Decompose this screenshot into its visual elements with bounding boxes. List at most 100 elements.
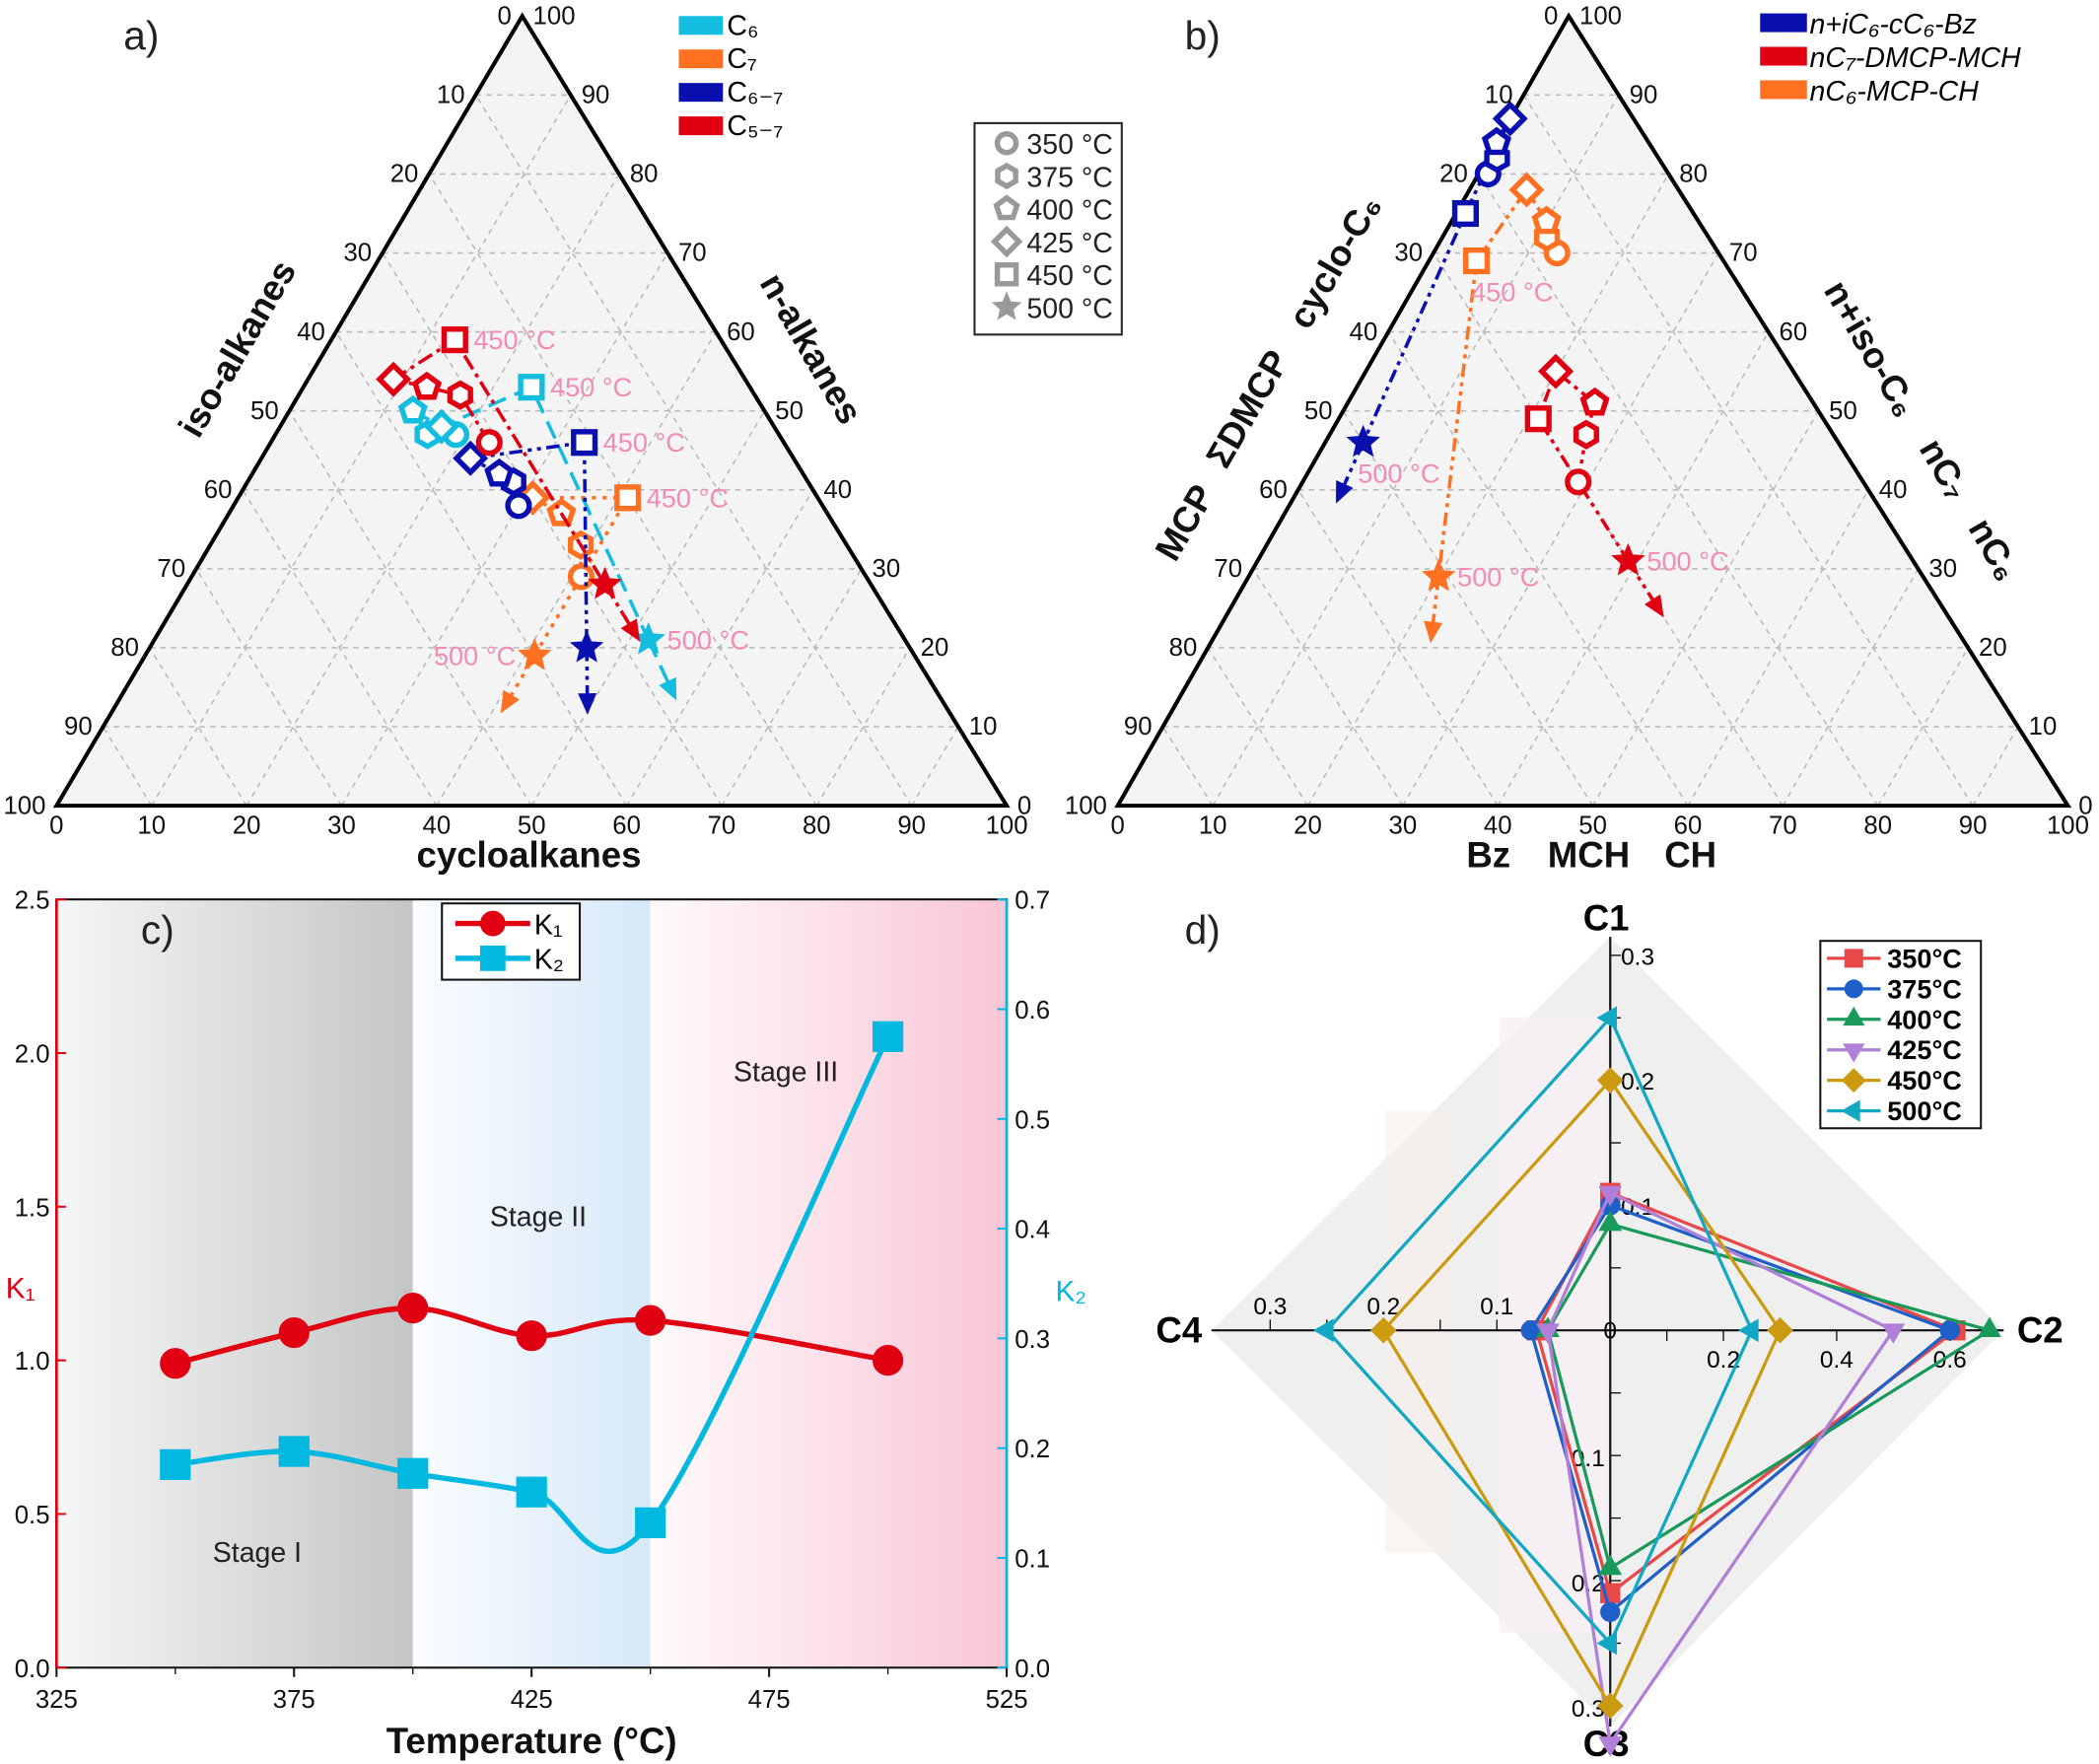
right-tick-label: 0 — [1017, 792, 1031, 819]
data-point-C3 — [1598, 1554, 1623, 1576]
bottom-tick-label: 10 — [1199, 812, 1227, 840]
y-tick-label: 0.0 — [15, 1656, 50, 1683]
data-point-450 — [441, 326, 468, 354]
bottom-tick-label: 20 — [233, 812, 261, 840]
legend-label: C₆₋₇ — [727, 77, 783, 108]
data-point-425 — [376, 361, 412, 397]
radar-background — [1211, 937, 2004, 1727]
legend-marker — [479, 945, 506, 971]
temperature-annotation: 500 °C — [1457, 561, 1539, 592]
data-point-C2 — [1738, 1318, 1759, 1343]
right-tick-label: 40 — [1879, 476, 1908, 504]
data-point-425 — [516, 1476, 547, 1508]
data-point-350 — [505, 492, 532, 520]
data-point-C2 — [1881, 1323, 1906, 1344]
data-point-425 — [423, 408, 459, 445]
left-tick-label: 80 — [110, 634, 139, 662]
data-point-450 — [1524, 405, 1552, 433]
radar-axis-label: C1 — [1583, 897, 1630, 938]
bottom-tick-label: 60 — [612, 812, 641, 840]
grid-line — [1477, 174, 1879, 807]
data-point-425 — [1492, 101, 1528, 137]
legend-marker — [1844, 949, 1863, 968]
right-tick-label: 20 — [1979, 634, 2007, 662]
series-1 — [1524, 353, 1664, 618]
series-line — [407, 385, 651, 641]
data-point-400 — [411, 371, 443, 400]
right-tick-label: 0 — [2078, 792, 2092, 819]
background-band — [1385, 1110, 1453, 1553]
left-tick-label: 30 — [1394, 240, 1423, 267]
y2-tick-label: 0.5 — [1015, 1106, 1050, 1134]
temperature-annotation: 450 °C — [1471, 276, 1553, 307]
left-tick-label: 80 — [1169, 634, 1198, 662]
grid-line — [1972, 726, 2019, 807]
x-tick-label: 325 — [35, 1686, 78, 1714]
bottom-axis-title: cycloalkanes — [416, 835, 641, 876]
radar-tick-label: 0.4 — [1820, 1347, 1854, 1374]
right-axis-title: n-alkanes — [752, 266, 871, 431]
right-tick-label: 30 — [873, 555, 901, 583]
grid-line — [1306, 174, 1670, 807]
bottom-tick-label: 90 — [1959, 812, 1988, 840]
legend-box — [973, 121, 1123, 336]
right-tick-label: 70 — [678, 240, 707, 267]
grid-line — [721, 568, 863, 807]
data-point-400 — [1531, 205, 1562, 235]
grid-line — [149, 647, 247, 807]
y2-tick-label: 0.4 — [1015, 1217, 1050, 1244]
data-point-C2 — [1978, 1316, 2001, 1338]
data-point-C2 — [1939, 1320, 1960, 1341]
grid-line — [625, 489, 814, 807]
data-point-C2 — [1767, 1316, 1793, 1344]
arrowhead-icon — [500, 689, 520, 714]
temperature-annotation: 450 °C — [473, 324, 555, 355]
grid-line — [1782, 568, 1920, 807]
bottom-tick-label: 80 — [803, 812, 831, 840]
legend-label: 425 °C — [1026, 228, 1112, 259]
left-tick-label: 30 — [343, 240, 372, 267]
bottom-tick-label: 10 — [137, 812, 166, 840]
left-tick-label: 50 — [1304, 397, 1333, 425]
left-tick-label: 40 — [297, 318, 325, 346]
right-tick-label: 100 — [1579, 2, 1622, 30]
arrowhead-icon — [1644, 594, 1664, 618]
legend-label: K₁ — [534, 909, 563, 941]
data-point-500 — [518, 637, 552, 670]
bottom-tick-label: 40 — [1484, 812, 1512, 840]
grid-line — [335, 331, 628, 807]
data-point-C1 — [1596, 1006, 1618, 1030]
ternary-frame — [52, 12, 1011, 809]
radar-tick-label: 0.3 — [1253, 1294, 1287, 1320]
x-tick-label: 525 — [986, 1686, 1028, 1714]
legend-label: 500 °C — [1026, 293, 1112, 324]
x-tick-label: 425 — [511, 1686, 553, 1714]
y2-axis-title: K₂ — [1055, 1275, 1086, 1307]
data-point-400 — [397, 394, 428, 424]
ternary-grid — [102, 94, 959, 807]
bottom-tick-label: 50 — [518, 812, 546, 840]
legend-box — [1819, 940, 1983, 1130]
stage-band — [650, 899, 1008, 1668]
left-tick-label: 90 — [64, 713, 93, 741]
right-tick-label: 50 — [1829, 397, 1857, 425]
legend-label: C₆ — [727, 10, 758, 41]
bottom-axis-title: MCH — [1548, 835, 1630, 876]
bottom-tick-label: 0 — [1111, 812, 1125, 840]
radar-series-500°C — [1313, 1006, 1759, 1656]
right-tick-label: 80 — [1679, 161, 1708, 188]
arrowhead-icon — [578, 692, 597, 715]
data-point-450 — [614, 484, 642, 512]
left-tick-label: 70 — [1214, 555, 1242, 583]
y2-tick-label: 0.3 — [1015, 1326, 1050, 1354]
right-tick-label: 90 — [1630, 82, 1658, 109]
radar-tick-label: 0.3 — [1621, 944, 1654, 970]
bottom-tick-label: 30 — [327, 812, 356, 840]
grid-line — [382, 252, 723, 807]
left-tick-label: 20 — [390, 161, 419, 188]
y2-tick-label: 0.2 — [1015, 1436, 1050, 1463]
grid-line — [815, 647, 911, 807]
